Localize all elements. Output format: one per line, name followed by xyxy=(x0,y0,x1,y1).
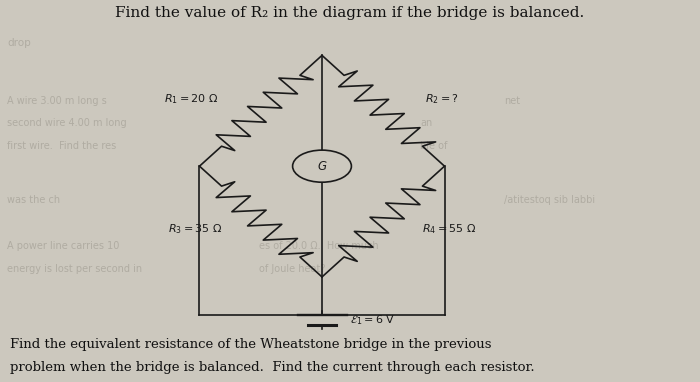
Text: $R_4 = 55\ \Omega$: $R_4 = 55\ \Omega$ xyxy=(421,222,476,236)
Text: energy is lost per second in: energy is lost per second in xyxy=(7,264,142,274)
Text: es of 20.0 Ω.  How much: es of 20.0 Ω. How much xyxy=(259,241,379,251)
Text: an: an xyxy=(420,118,433,128)
Text: A power line carries 10: A power line carries 10 xyxy=(7,241,120,251)
Text: second wire 4.00 m long: second wire 4.00 m long xyxy=(7,118,127,128)
Text: Find the equivalent resistance of the Wheatstone bridge in the previous: Find the equivalent resistance of the Wh… xyxy=(10,338,492,351)
Text: $\mathcal{E}_1 = 6\ \mathrm{V}$: $\mathcal{E}_1 = 6\ \mathrm{V}$ xyxy=(350,313,395,327)
Text: Find the value of R₂ in the diagram if the bridge is balanced.: Find the value of R₂ in the diagram if t… xyxy=(116,6,584,20)
Text: of Joule heat?: of Joule heat? xyxy=(259,264,326,274)
Text: $R_3 = 35\ \Omega$: $R_3 = 35\ \Omega$ xyxy=(168,222,223,236)
Text: G: G xyxy=(317,160,327,173)
Text: A wire 3.00 m long s: A wire 3.00 m long s xyxy=(7,96,106,105)
Circle shape xyxy=(293,150,351,182)
Text: $R_2 = ?$: $R_2 = ?$ xyxy=(425,92,459,106)
Text: first wire.  Find the res: first wire. Find the res xyxy=(7,141,116,151)
Text: /atitestoq sib labbi: /atitestoq sib labbi xyxy=(504,195,595,205)
Text: problem when the bridge is balanced.  Find the current through each resistor.: problem when the bridge is balanced. Fin… xyxy=(10,361,535,374)
Text: ble of: ble of xyxy=(420,141,447,151)
Text: $R_1 = 20\ \Omega$: $R_1 = 20\ \Omega$ xyxy=(164,92,218,106)
Text: drop: drop xyxy=(7,38,31,48)
Text: was the ch: was the ch xyxy=(7,195,60,205)
Text: net: net xyxy=(504,96,520,105)
